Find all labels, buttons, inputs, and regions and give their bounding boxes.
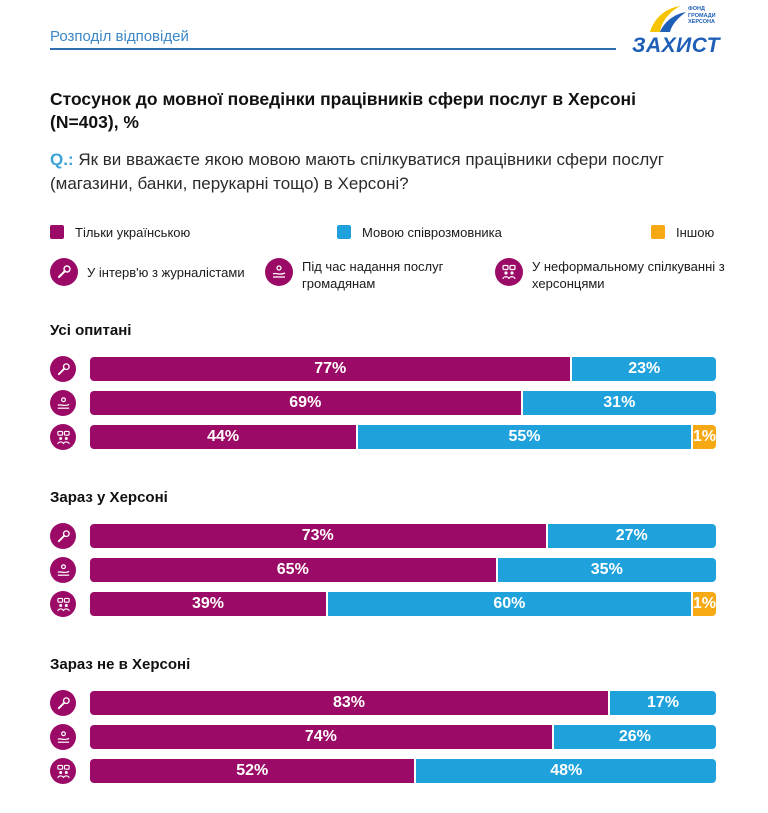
section-header-label: Розподіл відповідей — [50, 28, 189, 45]
group-title: Усі опитані — [50, 322, 132, 339]
bar-value-label: 52% — [236, 762, 269, 779]
bar-segment-interlocutor: 60% — [327, 592, 693, 616]
legend-item-other: Іншою — [651, 224, 714, 241]
bar-segment-interlocutor: 31% — [522, 391, 716, 415]
stacked-bar: 39% 60% 1% — [90, 592, 716, 616]
stacked-bar: 52% 48% — [90, 759, 716, 783]
service-hands-icon — [50, 390, 76, 416]
bar-value-label: 65% — [276, 561, 309, 578]
bar-value-label: 55% — [508, 428, 541, 445]
legend-item-service: Під час надання послуг громадянам — [265, 258, 465, 292]
legend-label: У інтерв'ю з журналістами — [87, 265, 245, 280]
bar-value-label: 27% — [615, 527, 648, 544]
bar-value-label: 73% — [301, 527, 334, 544]
header-divider — [50, 48, 616, 50]
microphone-icon — [50, 523, 76, 549]
microphone-icon — [50, 356, 76, 382]
bar-segment-ukrainian: 65% — [90, 558, 498, 582]
legend-label: Мовою співрозмовника — [362, 225, 502, 240]
service-hands-icon — [265, 258, 293, 286]
bar-value-label: 83% — [332, 694, 365, 711]
bar-segment-ukrainian: 73% — [90, 524, 548, 548]
question-text: Як ви вважаєте якою мовою мають спілкува… — [50, 150, 664, 193]
legend-swatch-other — [651, 225, 665, 239]
bar-segment-interlocutor: 27% — [547, 524, 716, 548]
stacked-bar: 44% 55% 1% — [90, 425, 716, 449]
legend-item-informal: У неформальному спілкуванні з херсонцями — [495, 258, 730, 292]
stacked-bar: 77% 23% — [90, 357, 716, 381]
logo-fund-text: Фонд громади Херсона — [688, 6, 716, 25]
bar-value-label: 74% — [304, 728, 337, 745]
bar-value-label: 23% — [628, 360, 661, 377]
people-chat-icon — [50, 591, 76, 617]
legend-label: Під час надання послуг громадянам — [302, 259, 444, 291]
bar-segment-interlocutor: 26% — [553, 725, 716, 749]
legend-swatch-ukrainian — [50, 225, 64, 239]
stacked-bar: 73% 27% — [90, 524, 716, 548]
legend-label: Іншою — [676, 225, 715, 240]
bar-value-label: 60% — [493, 595, 526, 612]
legend-swatch-interlocutor — [337, 225, 351, 239]
microphone-icon — [50, 690, 76, 716]
bar-segment-ukrainian: 44% — [90, 425, 359, 449]
logo-swoosh-icon — [650, 6, 686, 32]
bar-value-label: 39% — [191, 595, 224, 612]
question-prefix: Q.: — [50, 150, 74, 169]
bar-segment-interlocutor: 23% — [572, 357, 716, 381]
bar-value-label: 77% — [314, 360, 347, 377]
bar-segment-interlocutor: 55% — [358, 425, 693, 449]
survey-question: Q.: Як ви вважаєте якою мовою мають спіл… — [50, 148, 740, 196]
legend-label: У неформальному спілкуванні з херсонцями — [532, 259, 725, 291]
service-hands-icon — [50, 724, 76, 750]
bar-value-label: 35% — [590, 561, 623, 578]
bar-segment-other: 1% — [692, 592, 716, 616]
stacked-bar: 69% 31% — [90, 391, 716, 415]
stacked-bar: 65% 35% — [90, 558, 716, 582]
bar-value-label: 69% — [289, 394, 322, 411]
bar-segment-ukrainian: 77% — [90, 357, 573, 381]
legend-label: Тільки українською — [75, 225, 191, 240]
bar-value-label: 48% — [550, 762, 583, 779]
bar-value-label: 17% — [646, 694, 679, 711]
bar-segment-ukrainian: 39% — [90, 592, 328, 616]
legend-item-interview: У інтерв'ю з журналістами — [50, 258, 260, 286]
bar-segment-ukrainian: 74% — [90, 725, 554, 749]
people-chat-icon — [50, 424, 76, 450]
bar-value-label: 1% — [692, 428, 716, 445]
people-chat-icon — [50, 758, 76, 784]
service-hands-icon — [50, 557, 76, 583]
bar-segment-ukrainian: 69% — [90, 391, 523, 415]
bar-segment-ukrainian: 52% — [90, 759, 417, 783]
bar-value-label: 1% — [692, 595, 716, 612]
bar-value-label: 31% — [603, 394, 636, 411]
bar-segment-other: 1% — [692, 425, 716, 449]
bar-segment-interlocutor: 48% — [416, 759, 716, 783]
legend-item-ukrainian-only: Тільки українською — [50, 224, 190, 241]
bar-segment-interlocutor: 17% — [609, 691, 716, 715]
logo-wordmark: ЗАХИСТ — [632, 34, 720, 57]
microphone-icon — [50, 258, 78, 286]
group-title: Зараз не в Херсоні — [50, 656, 191, 673]
legend-item-interlocutor-language: Мовою співрозмовника — [337, 224, 502, 241]
stacked-bar: 83% 17% — [90, 691, 716, 715]
people-chat-icon — [495, 258, 523, 286]
stacked-bar: 74% 26% — [90, 725, 716, 749]
bar-segment-ukrainian: 83% — [90, 691, 610, 715]
chart-title: Стосунок до мовної поведінки працівників… — [50, 89, 636, 132]
group-title: Зараз у Херсоні — [50, 489, 168, 506]
zakhyst-logo: Фонд громади Херсона ЗАХИСТ — [632, 4, 722, 57]
bar-value-label: 26% — [618, 728, 651, 745]
bar-value-label: 44% — [207, 428, 240, 445]
bar-segment-interlocutor: 35% — [497, 558, 716, 582]
